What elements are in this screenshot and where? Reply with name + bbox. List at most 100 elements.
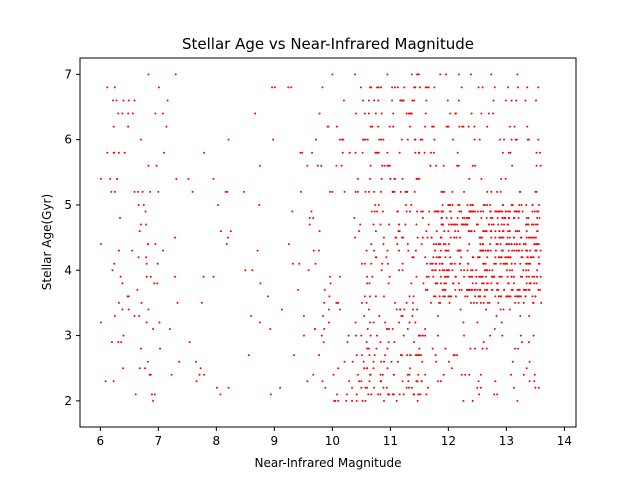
- data-point: [138, 367, 141, 370]
- data-point: [388, 164, 391, 167]
- data-point: [508, 217, 511, 220]
- data-point: [155, 164, 158, 167]
- data-point: [369, 321, 372, 324]
- data-point: [170, 373, 173, 376]
- data-point: [435, 262, 438, 265]
- data-point: [359, 223, 362, 226]
- data-point: [382, 138, 385, 141]
- data-point: [441, 262, 444, 265]
- data-point: [351, 360, 354, 363]
- data-point: [527, 269, 530, 272]
- data-point: [354, 190, 357, 193]
- data-point: [493, 393, 496, 396]
- data-point: [365, 301, 368, 304]
- data-point: [322, 341, 325, 344]
- data-point: [367, 347, 370, 350]
- data-point: [152, 399, 155, 402]
- data-point: [174, 73, 177, 76]
- data-point: [366, 138, 369, 141]
- data-point: [340, 164, 343, 167]
- data-point: [212, 177, 215, 180]
- data-point: [435, 164, 438, 167]
- data-point: [511, 203, 514, 206]
- data-point: [501, 210, 504, 213]
- data-point: [475, 301, 478, 304]
- data-point: [436, 334, 439, 337]
- data-point: [531, 275, 534, 278]
- data-point: [510, 243, 513, 246]
- data-point: [482, 230, 485, 233]
- data-point: [403, 86, 406, 89]
- data-point: [312, 373, 315, 376]
- data-point: [420, 354, 423, 357]
- data-point: [464, 223, 467, 226]
- data-point: [337, 301, 340, 304]
- data-point: [398, 393, 401, 396]
- data-point: [452, 282, 455, 285]
- data-point: [335, 301, 338, 304]
- data-point: [396, 360, 399, 363]
- data-point: [106, 86, 109, 89]
- data-point: [342, 138, 345, 141]
- data-point: [346, 341, 349, 344]
- data-point: [373, 354, 376, 357]
- data-point: [479, 295, 482, 298]
- data-point: [537, 256, 540, 259]
- data-point: [388, 223, 391, 226]
- data-point: [438, 243, 441, 246]
- data-point: [391, 86, 394, 89]
- data-point: [447, 230, 450, 233]
- data-point: [473, 125, 476, 128]
- data-point: [446, 269, 449, 272]
- data-point: [479, 373, 482, 376]
- data-point: [441, 203, 444, 206]
- data-point: [376, 334, 379, 337]
- data-point: [225, 243, 228, 246]
- data-point: [434, 269, 437, 272]
- data-point: [405, 210, 408, 213]
- data-point: [510, 138, 513, 141]
- data-point: [382, 386, 385, 389]
- data-point: [150, 393, 153, 396]
- data-point: [507, 230, 510, 233]
- data-point: [421, 334, 424, 337]
- data-point: [379, 223, 382, 226]
- data-point: [368, 282, 371, 285]
- data-point: [469, 210, 472, 213]
- data-point: [482, 262, 485, 265]
- data-point: [187, 177, 190, 180]
- data-point: [413, 138, 416, 141]
- data-point: [391, 393, 394, 396]
- data-point: [198, 373, 201, 376]
- data-point: [503, 288, 506, 291]
- data-point: [335, 393, 338, 396]
- data-point: [473, 230, 476, 233]
- data-point: [458, 262, 461, 265]
- data-point: [519, 334, 522, 337]
- data-point: [219, 230, 222, 233]
- data-point: [471, 164, 474, 167]
- data-point: [360, 380, 363, 383]
- data-point: [422, 282, 425, 285]
- data-point: [512, 236, 515, 239]
- data-point: [519, 236, 522, 239]
- data-point: [364, 399, 367, 402]
- data-point: [489, 217, 492, 220]
- data-point: [364, 386, 367, 389]
- data-point: [195, 380, 198, 383]
- data-point: [203, 373, 206, 376]
- data-point: [390, 360, 393, 363]
- data-point: [396, 243, 399, 246]
- x-tick-label: 12: [441, 434, 456, 448]
- data-points: [99, 73, 543, 402]
- data-point: [121, 112, 124, 115]
- data-point: [512, 275, 515, 278]
- data-point: [366, 347, 369, 350]
- data-point: [297, 288, 300, 291]
- data-point: [454, 295, 457, 298]
- data-point: [457, 282, 460, 285]
- data-point: [417, 73, 420, 76]
- data-point: [528, 380, 531, 383]
- data-point: [405, 301, 408, 304]
- data-point: [372, 321, 375, 324]
